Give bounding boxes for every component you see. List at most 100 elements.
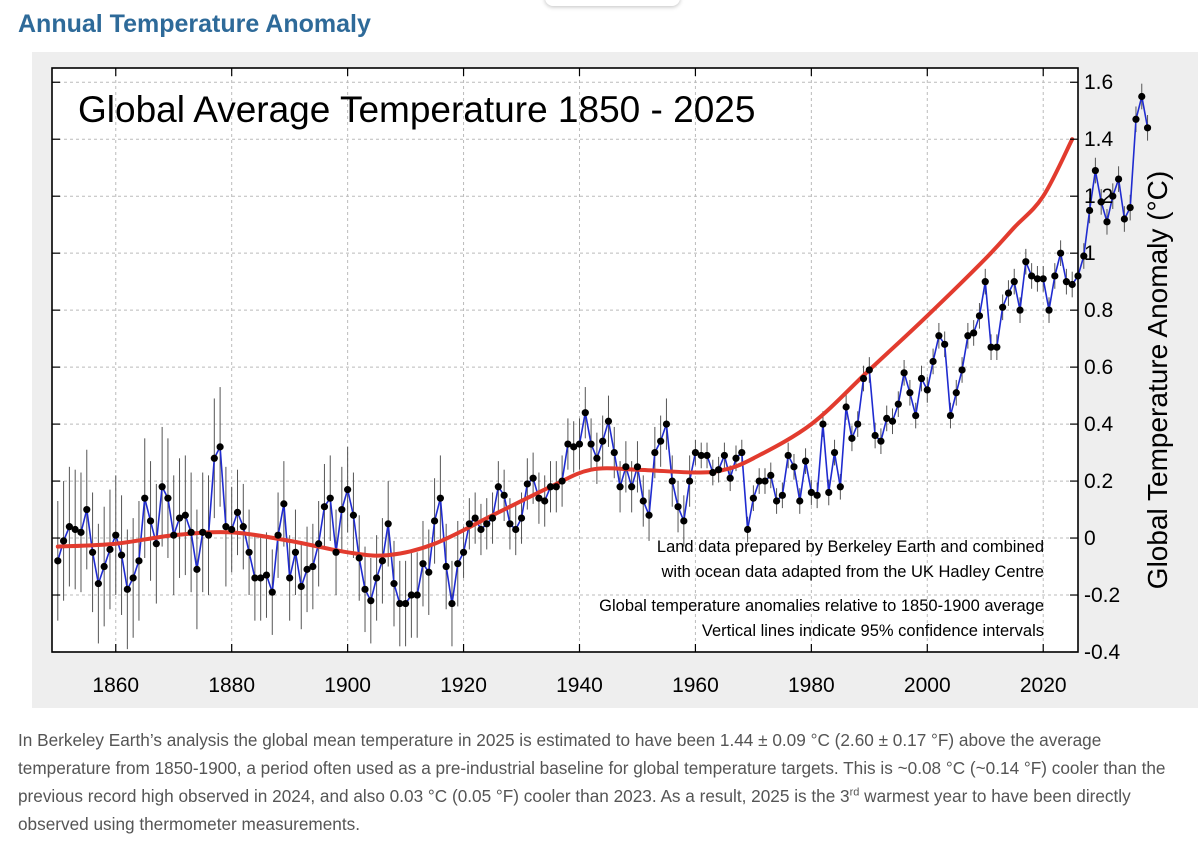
data-point [935, 332, 943, 340]
y-tick-labels: -0.4 -0.2 0 0.2 0.4 0.6 0.8 1 1.2 1.4 1.6 [1084, 71, 1121, 664]
data-point [1126, 203, 1134, 212]
data-point [83, 505, 91, 514]
data-point [430, 517, 439, 525]
data-point [315, 540, 323, 548]
data-point [883, 414, 891, 422]
annotation-line-1: Land data prepared by Berkeley Earth and… [657, 538, 1044, 556]
data-point [332, 548, 340, 556]
data-point [291, 548, 300, 556]
data-point [732, 454, 740, 462]
x-tick-label: 1960 [672, 674, 719, 697]
data-point [233, 508, 242, 517]
top-tab[interactable] [545, 0, 680, 6]
data-point [946, 411, 955, 420]
y-axis-label: Global Temperature Anomaly (°C) [1142, 171, 1173, 589]
data-point [599, 437, 607, 445]
data-point [77, 528, 85, 536]
x-tick-label: 1920 [440, 674, 487, 697]
data-point [216, 443, 224, 451]
data-point [448, 599, 456, 608]
data-point [999, 303, 1007, 311]
data-point [309, 562, 317, 571]
x-tick-label: 1880 [208, 674, 255, 697]
data-points [54, 92, 1152, 608]
y-tick-label: 0.4 [1084, 413, 1114, 436]
data-point [164, 494, 172, 502]
data-point [877, 437, 885, 445]
data-point [210, 454, 218, 462]
data-point [477, 525, 485, 534]
y-tick-label: 1.6 [1084, 71, 1113, 94]
data-point [767, 471, 775, 479]
data-point [726, 474, 734, 482]
data-point [245, 548, 253, 556]
x-tick-labels: 1860 1880 1900 1920 1940 1960 1980 2000 2020 [92, 674, 1066, 697]
data-point [396, 599, 404, 608]
data-point [546, 483, 555, 491]
data-point [297, 582, 305, 591]
data-point [784, 451, 792, 460]
data-point [686, 477, 694, 485]
data-point [778, 491, 786, 499]
y-tick-label: -0.2 [1084, 584, 1120, 607]
data-point [628, 483, 636, 491]
data-point [738, 448, 746, 457]
data-point [552, 483, 560, 491]
data-point [1051, 272, 1059, 280]
data-point [1143, 124, 1152, 132]
data-point [859, 374, 868, 383]
data-point [912, 411, 920, 420]
data-point [581, 409, 589, 417]
data-point [888, 417, 897, 425]
data-point [442, 562, 450, 571]
y-tick-label: 0.8 [1084, 299, 1113, 322]
data-point [941, 340, 949, 348]
data-point [830, 448, 839, 457]
y-tick-label: 0 [1084, 527, 1096, 550]
x-tick-label: 1980 [788, 674, 835, 697]
data-point [964, 332, 972, 340]
data-point [286, 574, 294, 582]
data-point [257, 574, 265, 582]
data-point [1068, 280, 1076, 289]
data-point [570, 443, 578, 451]
data-point [170, 531, 178, 539]
data-point [854, 420, 862, 428]
y-tick-label: -0.4 [1084, 641, 1121, 664]
x-tick-label: 1860 [92, 674, 139, 697]
data-point [262, 571, 271, 579]
data-point [384, 520, 392, 528]
data-point [564, 440, 572, 448]
data-point [575, 440, 584, 448]
data-point [772, 497, 781, 505]
data-point [1085, 206, 1094, 215]
annotation-line-4: Vertical lines indicate 95% confidence i… [702, 622, 1044, 640]
data-point [1004, 289, 1013, 297]
caption: In Berkeley Earth’s analysis the global … [18, 726, 1183, 838]
data-point [587, 440, 595, 448]
data-point [187, 528, 195, 536]
temperature-chart: 1860 1880 1900 1920 1940 1960 1980 2000 2020 -0.… [51, 67, 1173, 697]
annotation-line-3: Global temperature anomalies relative to… [599, 597, 1044, 615]
data-point [425, 568, 433, 576]
data-point [610, 448, 618, 457]
data-point [1033, 275, 1042, 283]
data-point [303, 565, 311, 573]
data-point [1045, 306, 1053, 314]
data-point [975, 312, 984, 320]
plot-frame [51, 67, 1079, 653]
plot-area [52, 68, 1078, 652]
data-point [378, 557, 387, 565]
data-point [488, 514, 497, 522]
data-point [1138, 92, 1146, 101]
data-point [494, 483, 502, 491]
x-tick-label: 1900 [324, 674, 371, 697]
data-point [865, 366, 873, 374]
data-point [541, 497, 549, 505]
data-point [117, 551, 126, 559]
data-point [181, 511, 189, 519]
data-point [825, 488, 833, 497]
data-point [251, 574, 259, 582]
data-point [958, 366, 966, 374]
data-point [361, 585, 369, 593]
